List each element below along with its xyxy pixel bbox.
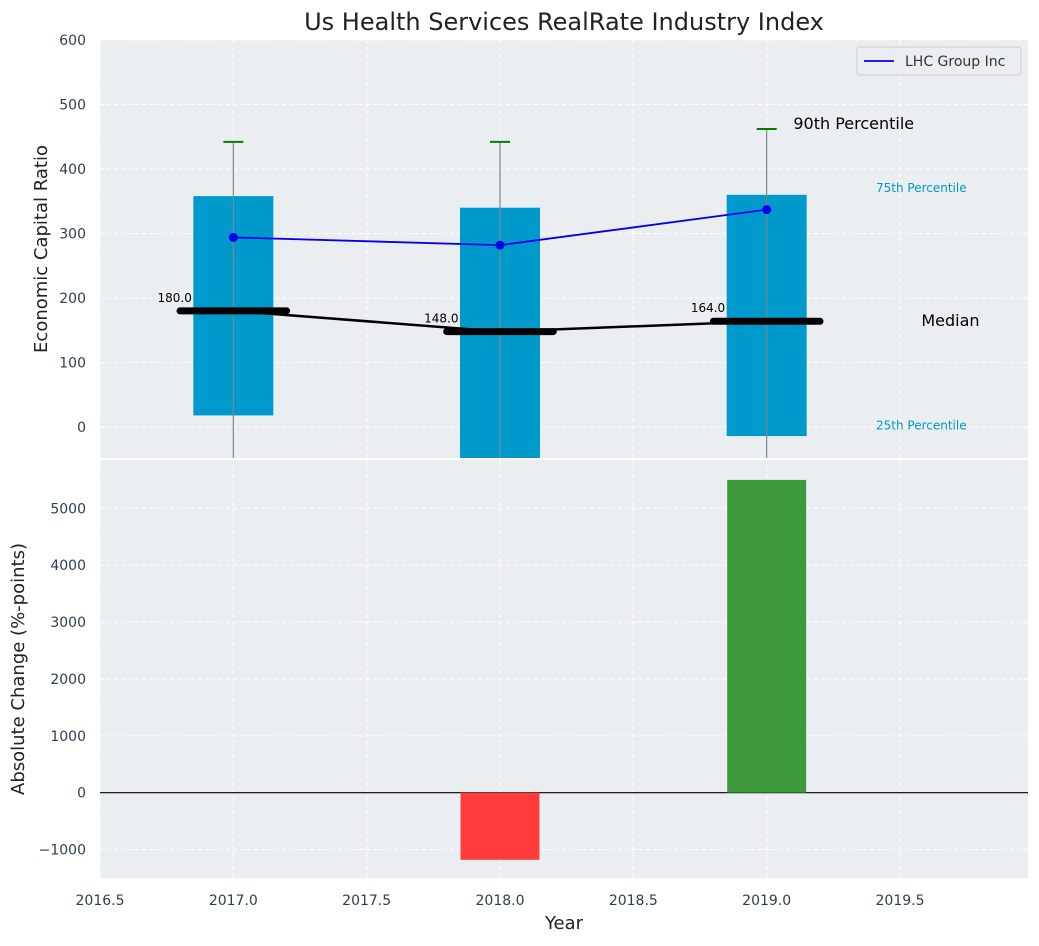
median-value-label: 164.0 — [691, 301, 725, 315]
top-y-tick-label: 200 — [59, 291, 86, 307]
change-bar — [460, 792, 540, 860]
x-tick-label: 2017.5 — [342, 893, 391, 909]
top-y-axis-label: Economic Capital Ratio — [31, 145, 52, 353]
annotation-90th: 90th Percentile — [793, 114, 914, 133]
x-tick-label: 2019.0 — [742, 893, 791, 909]
bottom-plot-area — [100, 460, 1028, 878]
annotation-median: Median — [921, 311, 979, 330]
chart-title: Us Health Services RealRate Industry Ind… — [304, 8, 824, 36]
x-tick-label: 2018.0 — [476, 893, 525, 909]
legend-box — [856, 46, 1022, 76]
top-y-tick-label: 400 — [59, 162, 86, 178]
x-tick-label: 2017.0 — [209, 893, 258, 909]
change-bar — [727, 479, 807, 793]
annotation-25th: 25th Percentile — [876, 419, 967, 433]
bottom-y-tick-label: 2000 — [50, 672, 86, 688]
bottom-y-tick-label: 1000 — [50, 729, 86, 745]
bottom-y-axis-label: Absolute Change (%-points) — [8, 543, 29, 795]
company-point — [495, 240, 505, 250]
bottom-y-tick-label: 4000 — [50, 558, 86, 574]
bottom-y-tick-label: −1000 — [39, 843, 86, 859]
top-y-tick-label: 100 — [59, 356, 86, 372]
annotation-75th: 75th Percentile — [876, 181, 967, 195]
bottom-y-tick-label: 0 — [77, 786, 86, 802]
legend-label: LHC Group Inc — [905, 54, 1005, 70]
company-point — [228, 232, 238, 242]
top-y-tick-label: 300 — [59, 227, 86, 243]
bottom-y-tick-label: 3000 — [50, 615, 86, 631]
median-value-label: 148.0 — [424, 312, 458, 326]
x-tick-label: 2019.5 — [876, 893, 925, 909]
company-point — [762, 205, 772, 215]
x-tick-label: 2018.5 — [609, 893, 658, 909]
bottom-y-tick-label: 5000 — [50, 501, 86, 517]
median-value-label: 180.0 — [157, 291, 191, 305]
top-y-tick-label: 0 — [77, 420, 86, 436]
x-axis-label: Year — [544, 913, 584, 934]
x-tick-label: 2016.5 — [76, 893, 125, 909]
top-y-tick-label: 600 — [59, 33, 86, 49]
top-y-tick-label: 500 — [59, 98, 86, 114]
